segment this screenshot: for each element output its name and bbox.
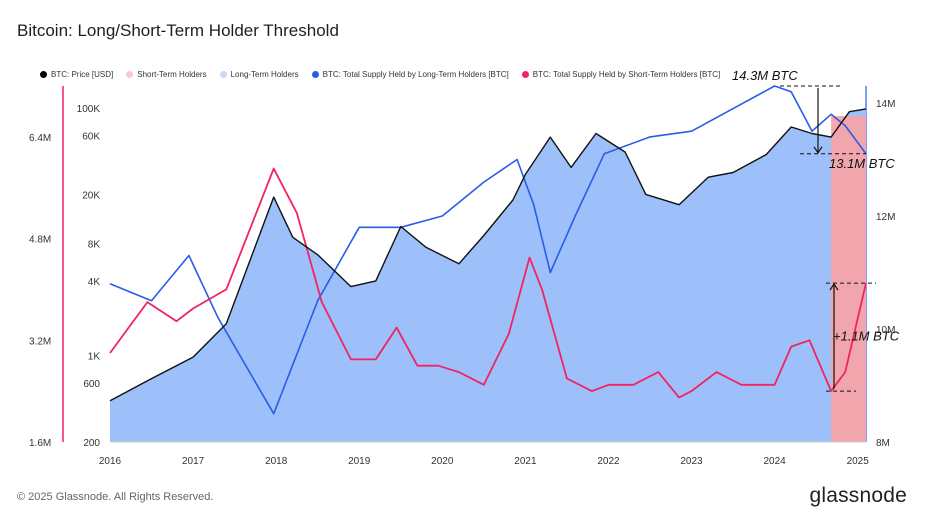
price-line: [109, 108, 867, 402]
copyright-text: © 2025 Glassnode. All Rights Reserved.: [17, 491, 214, 503]
legend-label-short-term-holders: Short-Term Holders: [137, 70, 207, 79]
price-axis-tick-label: 4K: [88, 277, 101, 288]
legend-item-short-term-holders[interactable]: Short-Term Holders: [126, 70, 207, 79]
x-tick-label: 2018: [265, 456, 288, 467]
lth-supply-line: [109, 85, 867, 415]
lth-axis-tick-label: 14M: [876, 99, 895, 110]
lth-axis-tick-label: 12M: [876, 212, 895, 223]
legend-item-price[interactable]: BTC: Price [USD]: [40, 70, 113, 79]
lth-axis-tick-label: 10M: [876, 325, 895, 336]
legend-swatch-short-term-holders: [126, 71, 134, 78]
legend-label-sth-supply: BTC: Total Supply Held by Short-Term Hol…: [532, 70, 721, 79]
annotation-lth-peak-label: 14.3M BTC: [732, 68, 798, 83]
annotation-lth-arrowhead: [813, 146, 823, 154]
price-axis-tick-label: 200: [83, 438, 100, 449]
stl-axis-tick-label: 3.2M: [29, 336, 51, 347]
x-tick-label: 2019: [348, 456, 371, 467]
legend-label-long-term-holders: Long-Term Holders: [230, 70, 299, 79]
legend-item-lth-supply[interactable]: BTC: Total Supply Held by Long-Term Hold…: [311, 70, 509, 79]
x-tick-label: 2023: [680, 456, 703, 467]
x-tick-label: 2022: [597, 456, 620, 467]
stl-axis-tick-label: 6.4M: [29, 133, 51, 144]
long-term-holders-area: [110, 108, 866, 443]
brand-logo: glassnode: [809, 484, 907, 507]
x-tick-label: 2025: [847, 456, 870, 467]
price-axis-tick-label: 100K: [77, 104, 101, 115]
x-tick-label: 2016: [99, 456, 122, 467]
legend-swatch-lth-supply: [311, 71, 319, 78]
price-axis-tick-label: 60K: [82, 131, 100, 142]
lth-axis-tick-label: 8M: [876, 438, 890, 449]
x-tick-label: 2020: [431, 456, 454, 467]
price-axis-tick-label: 20K: [82, 190, 100, 201]
short-term-holders-area: [831, 116, 866, 442]
legend-item-sth-supply[interactable]: BTC: Total Supply Held by Short-Term Hol…: [521, 70, 721, 79]
x-tick-label: 2017: [182, 456, 205, 467]
legend-swatch-sth-supply: [521, 71, 529, 78]
x-tick-label: 2021: [514, 456, 537, 467]
price-axis-tick-label: 1K: [88, 352, 101, 363]
legend-item-long-term-holders[interactable]: Long-Term Holders: [219, 70, 299, 79]
chart-title: Bitcoin: Long/Short-Term Holder Threshol…: [17, 21, 339, 40]
annotation-lth-current-label: 13.1M BTC: [829, 156, 895, 171]
x-tick-label: 2024: [763, 456, 786, 467]
stl-axis-tick-label: 4.8M: [29, 235, 51, 246]
legend-swatch-price: [40, 71, 47, 78]
legend-label-lth-supply: BTC: Total Supply Held by Long-Term Hold…: [322, 70, 509, 79]
annotation-sth-arrowhead: [829, 283, 839, 291]
legend-label-price: BTC: Price [USD]: [51, 70, 114, 79]
annotation-sth-rise-label: +1.1M BTC: [833, 328, 900, 343]
stl-axis-tick-label: 1.6M: [29, 438, 51, 449]
price-axis-tick-label: 8K: [88, 240, 101, 251]
chart-legend: BTC: Price [USD] Short-Term Holders Long…: [40, 70, 720, 79]
legend-swatch-long-term-holders: [219, 71, 227, 78]
price-axis-tick-label: 600: [83, 379, 100, 390]
sth-supply-line: [109, 167, 867, 399]
